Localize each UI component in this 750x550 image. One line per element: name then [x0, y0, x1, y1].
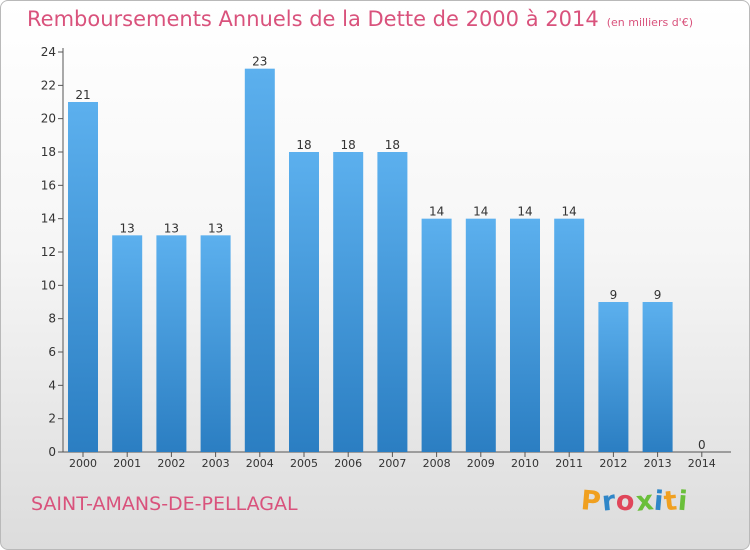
data-label: 18	[296, 138, 311, 152]
data-label: 13	[120, 221, 135, 235]
x-tick-label: 2001	[113, 457, 141, 470]
x-tick-label: 2000	[69, 457, 97, 470]
data-label: 9	[610, 288, 618, 302]
chart-title: Remboursements Annuels de la Dette de 20…	[27, 7, 599, 31]
y-tick-label: 8	[48, 312, 56, 326]
y-tick-label: 2	[48, 412, 56, 426]
title-row: Remboursements Annuels de la Dette de 20…	[27, 7, 693, 31]
bar	[112, 235, 143, 452]
data-label: 13	[164, 221, 179, 235]
bar	[68, 102, 98, 452]
logo-letter: i	[676, 485, 690, 518]
bar	[156, 235, 187, 452]
x-tick-label: 2011	[555, 457, 583, 470]
bar	[554, 218, 585, 452]
data-label: 18	[341, 138, 356, 152]
x-tick-label: 2002	[157, 457, 185, 470]
bar	[200, 235, 231, 452]
bar	[642, 302, 673, 452]
data-label: 14	[562, 205, 577, 219]
data-label: 14	[517, 205, 532, 219]
bar	[598, 302, 629, 452]
bar	[244, 68, 275, 453]
commune-name: SAINT-AMANS-DE-PELLAGAL	[31, 493, 298, 515]
x-tick-label: 2005	[290, 457, 318, 470]
x-tick-label: 2007	[378, 457, 406, 470]
x-tick-label: 2013	[644, 457, 672, 470]
y-tick-label: 6	[48, 345, 56, 359]
y-tick-label: 18	[41, 145, 56, 159]
data-label: 14	[473, 205, 488, 219]
bar	[289, 152, 319, 452]
bar	[333, 152, 364, 452]
x-tick-label: 2004	[246, 457, 274, 470]
data-label: 14	[429, 205, 444, 219]
x-tick-label: 2012	[599, 457, 627, 470]
data-label: 13	[208, 221, 223, 235]
bars	[68, 68, 673, 453]
x-tick-label: 2010	[511, 457, 539, 470]
data-label: 21	[75, 88, 90, 102]
bar	[421, 218, 452, 452]
y-tick-label: 16	[41, 178, 56, 192]
x-tick-label: 2014	[688, 457, 716, 470]
x-tick-label: 2009	[467, 457, 495, 470]
x-tick-label: 2003	[202, 457, 230, 470]
logo-letter: P	[579, 485, 604, 518]
y-tick-label: 22	[41, 78, 56, 92]
y-tick-label: 10	[41, 278, 56, 292]
data-labels: 21 13 13 13 23 18 18 18 14 14 14 14 9 9 0	[75, 55, 705, 452]
y-tick-label: 12	[41, 245, 56, 259]
data-label: 18	[385, 138, 400, 152]
y-tick-label: 4	[48, 378, 56, 392]
y-tick-label: 24	[41, 45, 56, 59]
data-label: 23	[252, 55, 267, 69]
data-label: 9	[654, 288, 662, 302]
chart-unit: (en milliers d'€)	[606, 16, 693, 29]
x-tick-label: 2008	[423, 457, 451, 470]
proxiti-logo: Proxiti	[579, 485, 690, 518]
bar	[510, 218, 540, 452]
y-tick-label: 14	[41, 212, 56, 226]
logo-letter: o	[614, 485, 638, 518]
y-tick-label: 20	[41, 112, 56, 126]
bar	[465, 218, 496, 452]
x-tick-label: 2006	[334, 457, 362, 470]
bar	[377, 152, 408, 452]
data-label: 0	[698, 438, 706, 452]
y-tick-label: 0	[48, 445, 56, 459]
